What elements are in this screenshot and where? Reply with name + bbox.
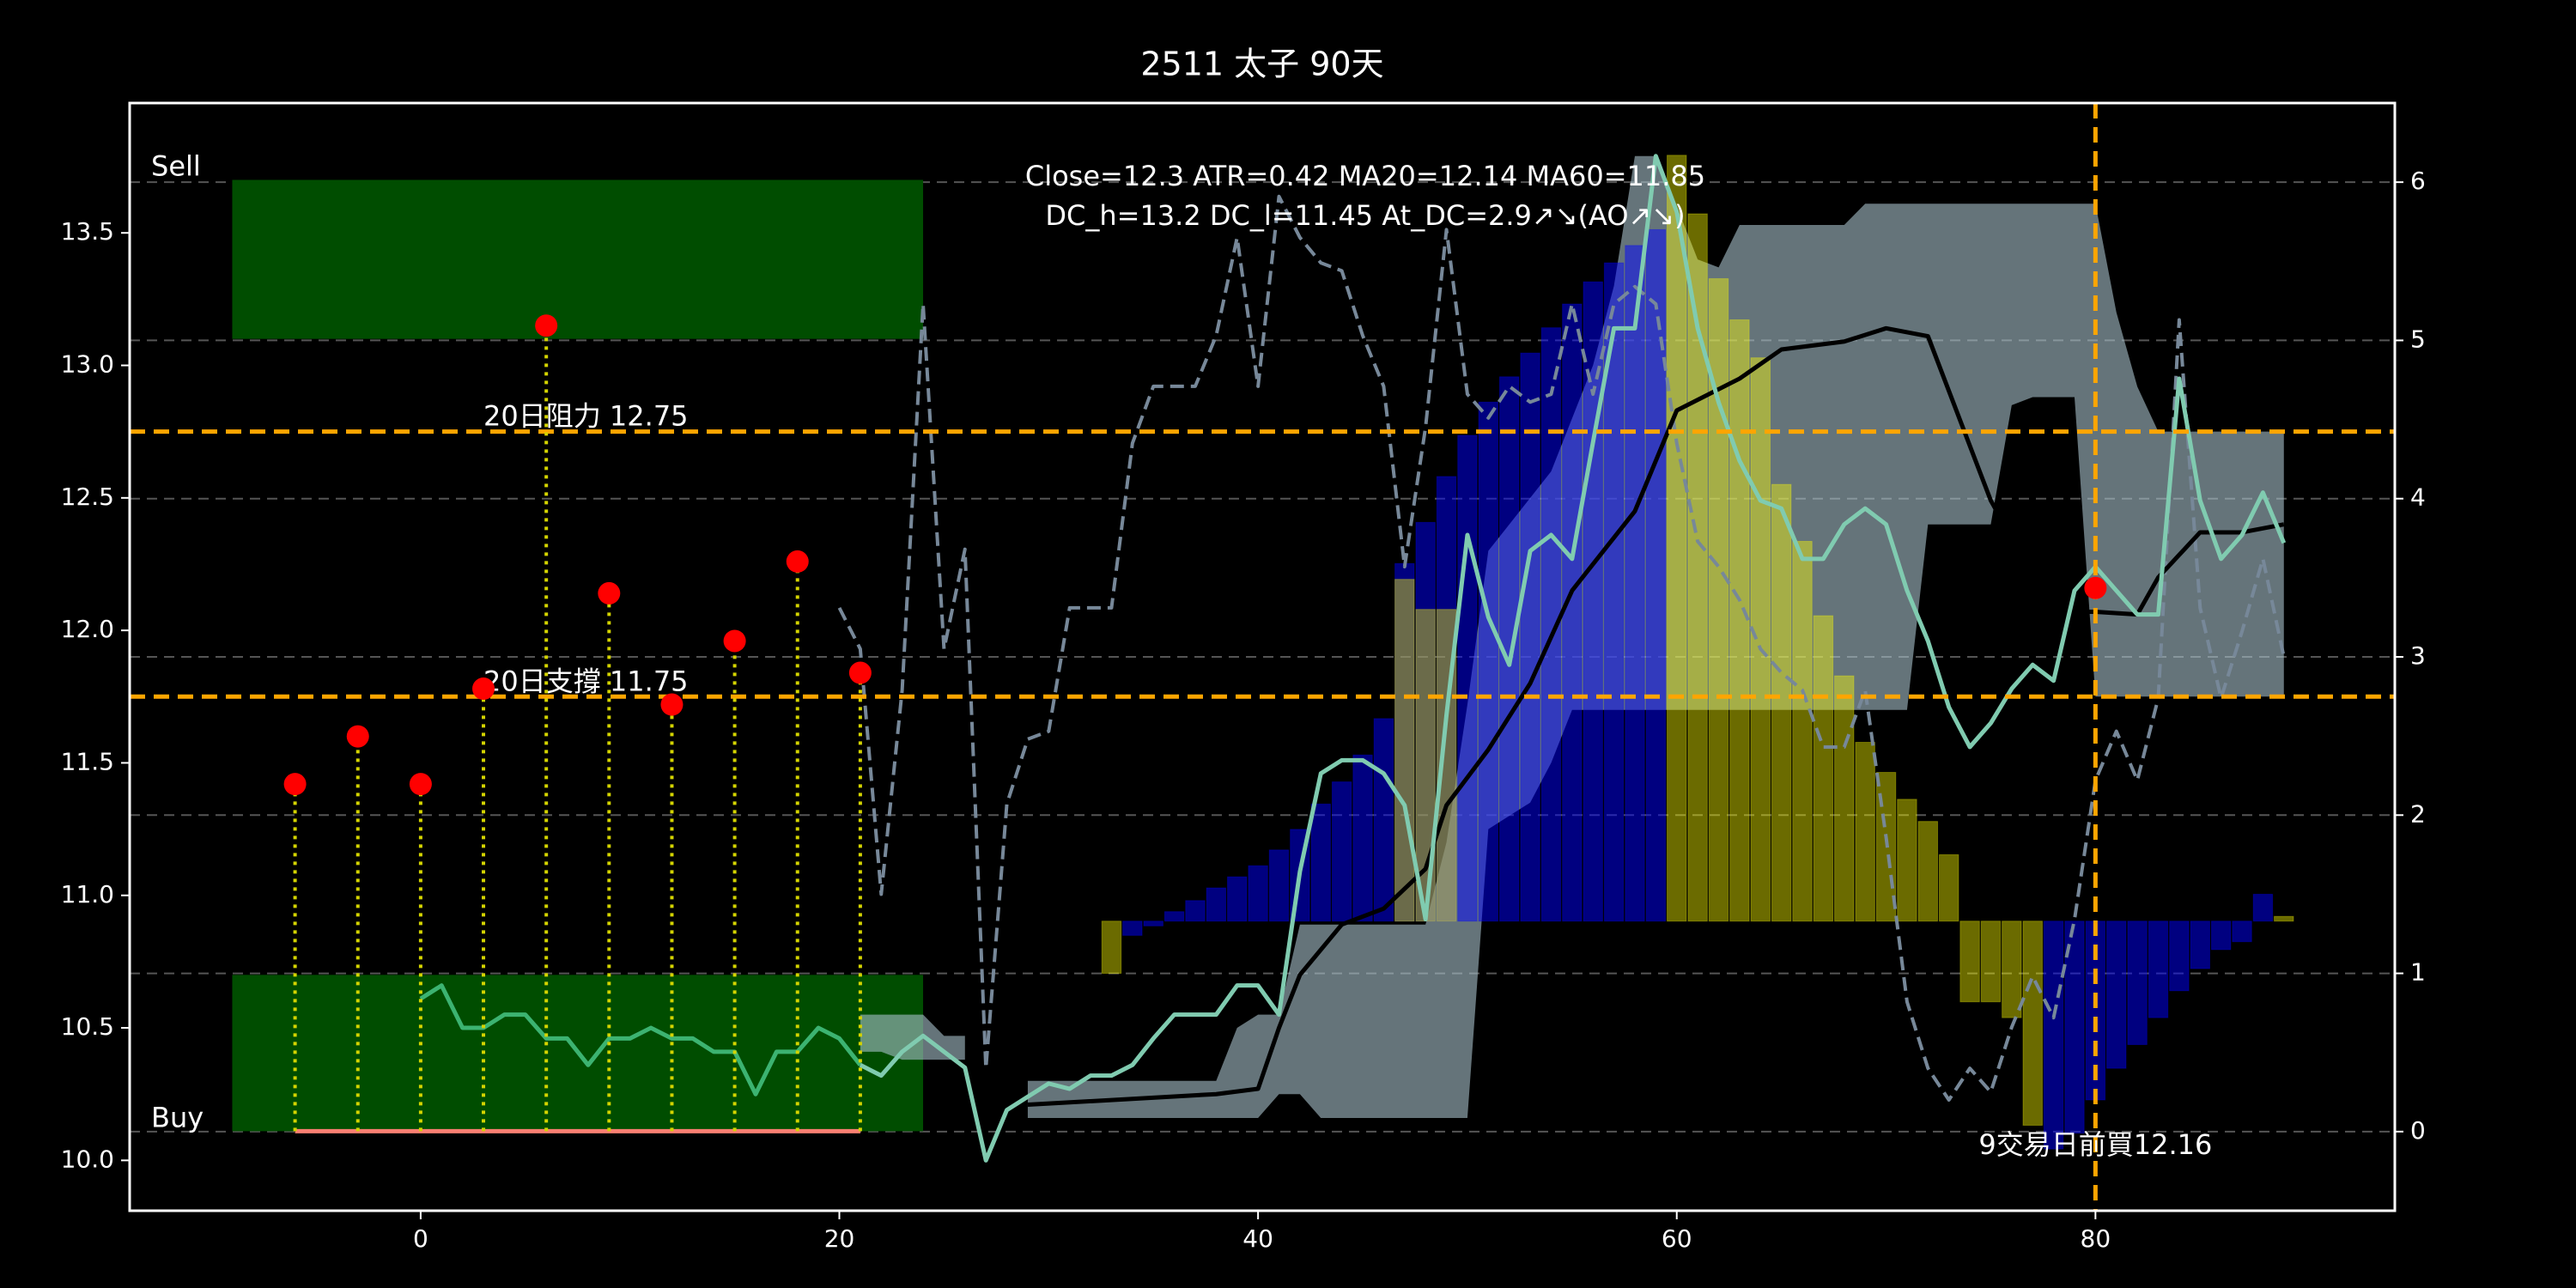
histogram-bar bbox=[1310, 803, 1331, 922]
x-tick-label: 40 bbox=[1242, 1224, 1273, 1253]
x-tick-label: 80 bbox=[2081, 1224, 2111, 1253]
histogram-bar bbox=[1520, 352, 1540, 922]
hline-label: 20日阻力 12.75 bbox=[483, 400, 689, 433]
histogram-bar bbox=[1687, 213, 1708, 922]
zone-label: Sell bbox=[151, 149, 201, 182]
histogram-bar bbox=[1562, 303, 1583, 922]
histogram-bar bbox=[2190, 920, 2210, 969]
y2-tick-label: 2 bbox=[2410, 799, 2426, 828]
x-tick-label: 20 bbox=[824, 1224, 855, 1253]
signal-dot bbox=[848, 661, 872, 684]
y2-tick-label: 1 bbox=[2410, 958, 2426, 987]
histogram-bar bbox=[1980, 920, 2002, 1003]
histogram-bar bbox=[1603, 262, 1625, 922]
y2-tick-label: 3 bbox=[2410, 641, 2426, 670]
y-tick-label: 12.5 bbox=[61, 483, 114, 511]
histogram-bar bbox=[1583, 281, 1603, 922]
histogram-bar bbox=[2043, 920, 2064, 1150]
y-tick-label: 12.0 bbox=[61, 615, 114, 643]
histogram-bar bbox=[2064, 920, 2085, 1134]
histogram-bar bbox=[1331, 781, 1352, 922]
buy-label: 9交易日前買12.16 bbox=[1978, 1128, 2212, 1161]
chart-title: 2511 太子 90天 bbox=[1140, 46, 1383, 83]
x-tick-label: 60 bbox=[1662, 1224, 1692, 1253]
histogram-bar bbox=[1143, 920, 1163, 927]
histogram-bar bbox=[1959, 920, 1980, 1003]
histogram-bar bbox=[2148, 920, 2169, 1018]
histogram-bar bbox=[1750, 357, 1771, 922]
zone-label: Buy bbox=[151, 1101, 204, 1133]
y-tick-label: 11.0 bbox=[61, 880, 114, 908]
histogram-bar bbox=[2274, 915, 2294, 922]
histogram-bar bbox=[2169, 920, 2190, 992]
signal-dot bbox=[786, 550, 809, 573]
histogram-bar bbox=[1667, 155, 1687, 922]
x-tick-label: 0 bbox=[413, 1224, 428, 1253]
histogram-bar bbox=[1771, 483, 1792, 922]
y-tick-label: 13.0 bbox=[61, 350, 114, 379]
histogram-bar bbox=[1185, 900, 1206, 922]
signal-dot bbox=[660, 693, 683, 716]
histogram-bar bbox=[2232, 920, 2252, 943]
line-series bbox=[419, 983, 862, 1097]
signal-dot bbox=[723, 629, 746, 653]
y2-tick-label: 6 bbox=[2410, 167, 2426, 195]
zone bbox=[232, 179, 924, 339]
hline-label: 20日支撐 11.75 bbox=[483, 665, 689, 697]
signal-dot bbox=[472, 677, 495, 701]
histogram-bar bbox=[1352, 754, 1373, 922]
histogram-bar bbox=[1457, 434, 1478, 922]
annotation: Close=12.3 ATR=0.42 MA20=12.14 MA60=11.8… bbox=[1025, 160, 1705, 192]
histogram-bar bbox=[1855, 742, 1875, 922]
histogram-bar bbox=[1206, 887, 1227, 922]
histogram-bar bbox=[2252, 893, 2274, 922]
y2-tick-label: 4 bbox=[2410, 483, 2426, 512]
histogram-bar bbox=[1394, 579, 1415, 922]
histogram-bar bbox=[1478, 401, 1499, 922]
buy-dot bbox=[2084, 576, 2107, 599]
signal-dot bbox=[409, 773, 432, 796]
signal-dot bbox=[283, 773, 307, 796]
annotation: DC_h=13.2 DC_l=11.45 At_DC=2.9↗↘(AO↗↘) bbox=[1045, 199, 1685, 232]
histogram-bar bbox=[1540, 327, 1562, 922]
histogram-bar bbox=[2002, 920, 2022, 1018]
y-tick-label: 11.5 bbox=[61, 747, 114, 775]
histogram-bar bbox=[1268, 849, 1290, 922]
signal-dot bbox=[598, 581, 621, 605]
y2-tick-label: 5 bbox=[2410, 325, 2426, 353]
histogram-bar bbox=[2022, 920, 2043, 1126]
histogram-bar bbox=[1227, 876, 1248, 922]
histogram-bar bbox=[1917, 821, 1939, 922]
histogram-bar bbox=[2210, 920, 2232, 951]
y-tick-label: 13.5 bbox=[61, 217, 114, 246]
histogram-bar bbox=[1122, 920, 1143, 936]
histogram-bar bbox=[1248, 865, 1268, 922]
signal-dot bbox=[346, 725, 369, 748]
line-series bbox=[859, 154, 2287, 1163]
y-tick-label: 10.5 bbox=[61, 1012, 114, 1041]
histogram-bar bbox=[1813, 615, 1834, 922]
y-tick-label: 10.0 bbox=[61, 1145, 114, 1173]
histogram-bar bbox=[1792, 540, 1813, 922]
histogram-bar bbox=[1645, 228, 1667, 922]
line-series bbox=[837, 194, 2286, 1102]
histogram-bar bbox=[1373, 718, 1394, 922]
y2-tick-label: 0 bbox=[2410, 1116, 2426, 1145]
signal-dot bbox=[535, 314, 558, 337]
histogram-bar bbox=[1101, 920, 1122, 975]
histogram-bar bbox=[1729, 319, 1750, 922]
histogram-bar bbox=[1708, 278, 1729, 922]
histogram-bar bbox=[1625, 245, 1645, 922]
histogram-bar bbox=[1498, 376, 1520, 922]
histogram-bar bbox=[1163, 911, 1185, 922]
histogram-bar bbox=[2106, 920, 2127, 1069]
line-series bbox=[1027, 325, 2285, 1108]
histogram-bar bbox=[2127, 920, 2148, 1046]
histogram-bar bbox=[1938, 854, 1959, 922]
histogram-bar bbox=[1834, 675, 1855, 922]
histogram-bar bbox=[1897, 799, 1917, 922]
